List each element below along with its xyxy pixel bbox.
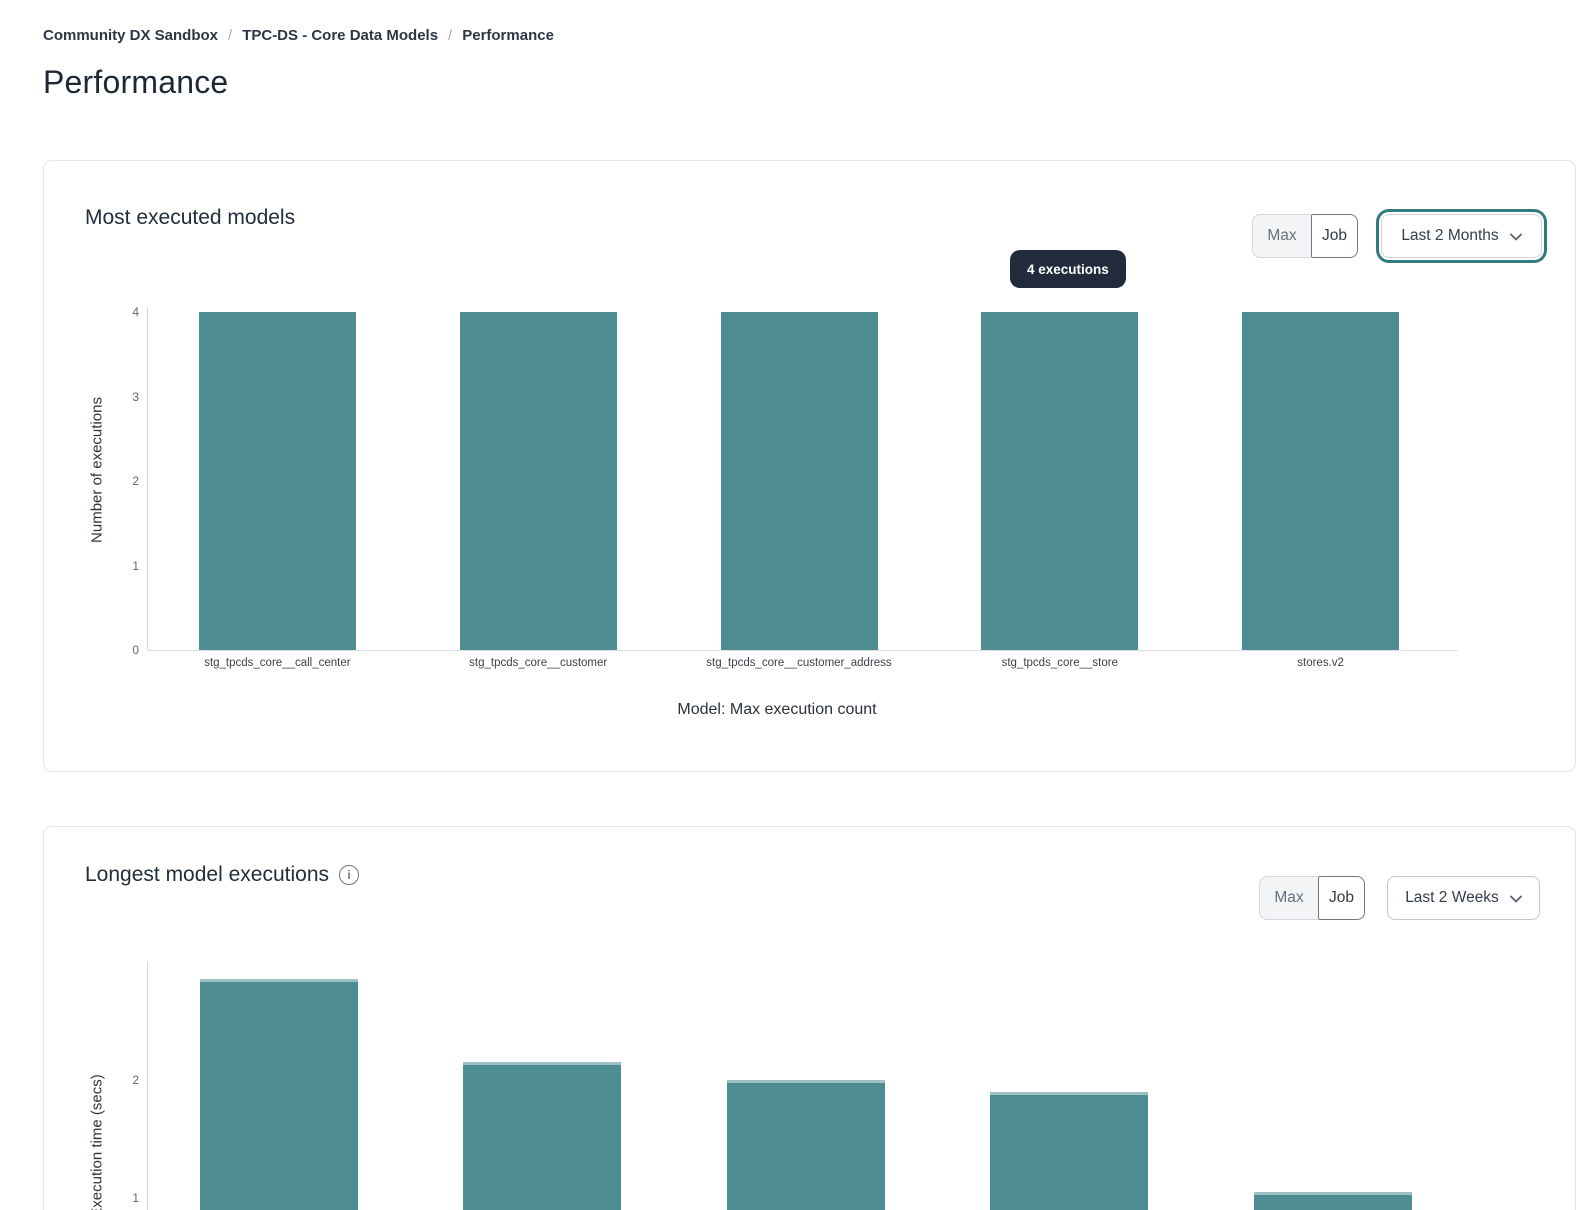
most-executed-models-title: Most executed models [85,206,295,230]
page-title: Performance [43,64,229,100]
x-label-stg_tpcds_core__customer: stg_tpcds_core__customer [469,657,608,669]
x-label-stg_tpcds_core__customer_address: stg_tpcds_core__customer_address [706,657,892,669]
bar-stg_tpcds_core__customer[interactable] [459,312,617,650]
bar-series-1[interactable] [463,1062,622,1210]
y-tick-2: 2 [132,474,139,488]
aggregate-toggle-group-1: Max Job [1252,214,1358,258]
chevron-down-icon [1509,228,1522,246]
x-label-stg_tpcds_core__store: stg_tpcds_core__store [1001,657,1118,669]
x-axis-baseline [147,650,1458,651]
y-axis-line [147,962,148,1210]
info-icon[interactable]: i [339,865,359,885]
y-axis-line [147,307,148,651]
job-toggle-button[interactable]: Job [1318,876,1365,920]
bar-series-0[interactable] [199,979,358,1210]
breadcrumb-item-account[interactable]: Community DX Sandbox [43,27,219,44]
y-axis-label-1: Number of executions [88,397,106,543]
aggregate-toggle-group-2: Max Job [1259,876,1365,920]
date-range-select-1[interactable]: Last 2 Months [1381,214,1542,258]
job-toggle-button[interactable]: Job [1311,214,1358,258]
y-tick-3: 3 [132,389,139,404]
y-tick-1: 1 [132,1190,139,1205]
bar-stg_tpcds_core__store[interactable] [981,312,1139,650]
card-title-text: Longest model executions [85,863,329,886]
breadcrumb-separator: / [448,27,453,44]
y-tick-0: 0 [132,643,139,657]
date-range-value: Last 2 Months [1401,227,1499,244]
max-toggle-button[interactable]: Max [1259,876,1318,920]
x-label-stg_tpcds_core__call_center: stg_tpcds_core__call_center [204,657,351,669]
date-range-select-2[interactable]: Last 2 Weeks [1387,876,1540,920]
y-tick-1: 1 [132,558,139,573]
breadcrumb-item-current: Performance [462,27,554,44]
bar-series-2[interactable] [726,1079,885,1210]
longest-model-executions-title: Longest model executions i [85,863,359,887]
y-axis-label-2: Execution time (secs) [88,1074,106,1210]
breadcrumb: Community DX Sandbox / TPC-DS - Core Dat… [43,27,554,44]
breadcrumb-separator: / [228,27,233,44]
bar-series-4[interactable] [1253,1191,1412,1210]
x-axis-title-1: Model: Max execution count [677,701,877,718]
breadcrumb-item-project[interactable]: TPC-DS - Core Data Models [242,27,439,44]
y-tick-2: 2 [132,1072,139,1087]
bar-hover-tooltip: 4 executions [1010,250,1126,288]
card-title-text: Most executed models [85,206,296,229]
bar-series-3[interactable] [990,1091,1149,1210]
max-toggle-button[interactable]: Max [1252,214,1311,258]
x-label-stores.v2: stores.v2 [1297,657,1344,669]
bar-stores.v2[interactable] [1242,312,1400,650]
bar-stg_tpcds_core__call_center[interactable] [198,312,356,650]
date-range-value: Last 2 Weeks [1405,889,1499,906]
chevron-down-icon [1509,890,1522,908]
bar-stg_tpcds_core__customer_address[interactable] [720,312,878,650]
y-tick-4: 4 [132,305,139,319]
